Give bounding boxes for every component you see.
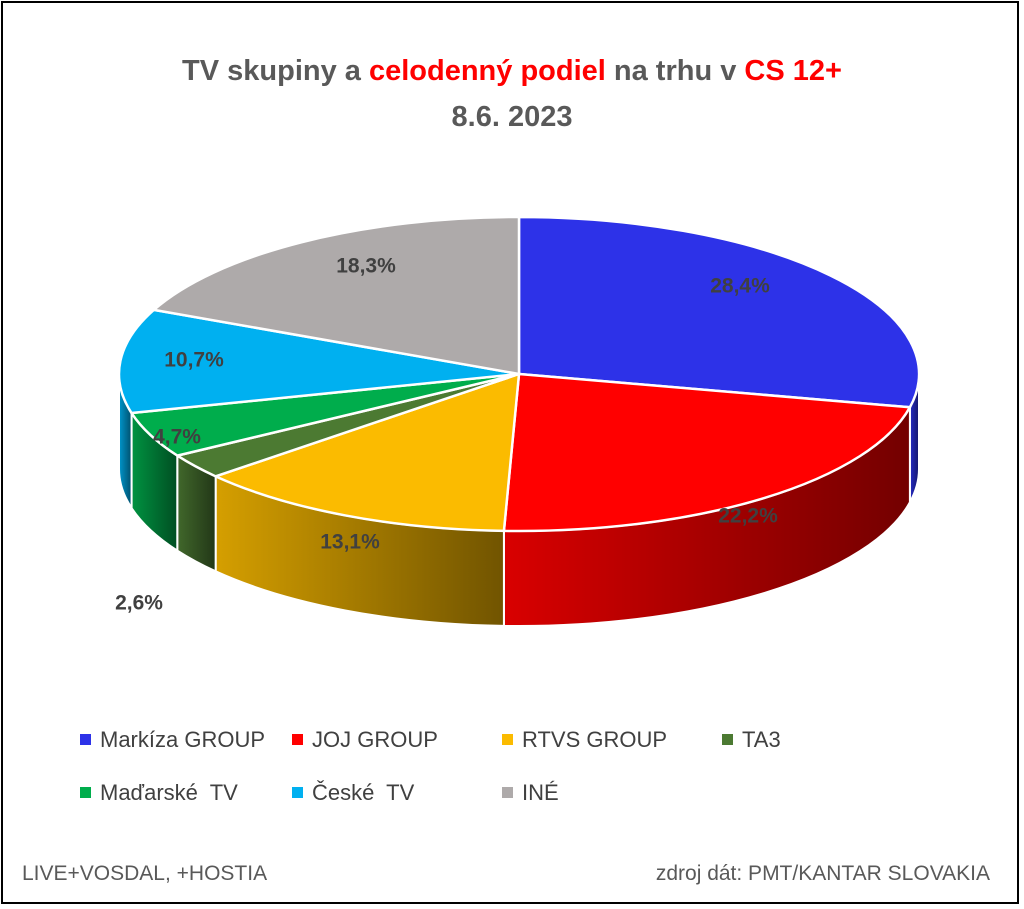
legend-swatch [292, 786, 303, 798]
legend-label: JOJ GROUP [312, 727, 438, 752]
chart-title: TV skupiny a celodenný podiel na trhu v … [0, 55, 1024, 88]
pie-slice-2 [214, 372, 521, 533]
title-text-1: TV skupiny a [182, 55, 369, 87]
data-label-1: 22,2% [718, 505, 778, 528]
pie-slice-6 [152, 215, 521, 376]
footer-note: LIVE+VOSDAL, +HOSTIA [22, 862, 268, 885]
legend-item-0: Markíza GROUP [80, 727, 265, 753]
legend-item-6: INÉ [502, 780, 559, 806]
legend-item-5: České TV [292, 780, 414, 806]
pie-slice-1 [502, 372, 912, 533]
data-label-5: 10,7% [164, 349, 224, 372]
legend-item-3: TA3 [722, 727, 781, 753]
legend-label: RTVS GROUP [522, 727, 668, 752]
legend-swatch [722, 733, 733, 745]
legend-item-2: RTVS GROUP [502, 727, 667, 753]
data-label-4: 4,7% [153, 426, 201, 449]
title-highlight-share: celodenný podiel [368, 55, 606, 87]
legend-swatch [80, 733, 91, 745]
data-label-2: 13,1% [320, 531, 380, 554]
data-label-3: 2,6% [115, 592, 163, 615]
legend-label: České TV [312, 780, 415, 805]
legend-label: INÉ [522, 780, 559, 805]
title-text-2: na trhu v [605, 55, 745, 87]
legend-label: TA3 [742, 727, 781, 752]
legend-swatch [502, 786, 513, 798]
legend-label: Markíza GROUP [100, 727, 266, 752]
chart-subtitle-date: 8.6. 2023 [451, 101, 573, 133]
data-label-6: 18,3% [336, 255, 396, 278]
footer-source: zdroj dát: PMT/KANTAR SLOVAKIA [655, 862, 990, 885]
legend-swatch [502, 733, 513, 745]
legend-swatch [80, 786, 91, 798]
title-highlight-target: CS 12+ [744, 55, 842, 87]
legend-swatch [292, 733, 303, 745]
legend-label: Maďarské TV [100, 780, 238, 805]
legend-item-4: Maďarské TV [80, 780, 238, 806]
data-label-0: 28,4% [710, 275, 770, 298]
pie-slice-5 [117, 308, 521, 415]
legend-item-1: JOJ GROUP [292, 727, 438, 753]
pie-slice-0 [517, 215, 921, 409]
